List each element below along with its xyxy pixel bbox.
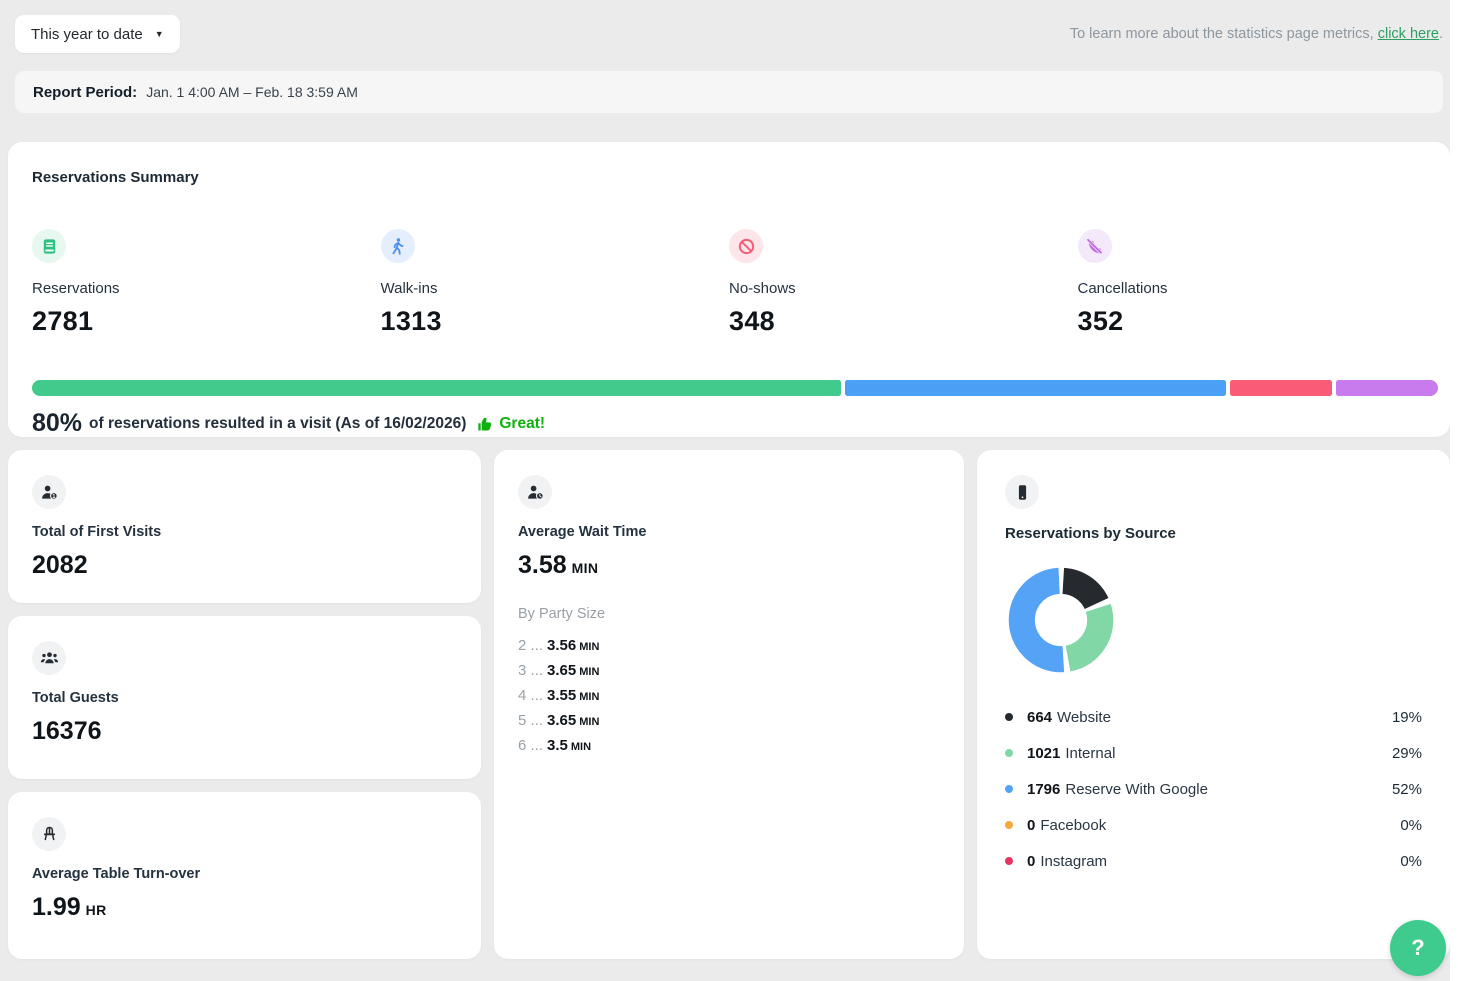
walking-person-icon: [380, 229, 415, 263]
left-cards-column: 1 Total of First Visits 2082 Total Guest…: [8, 450, 481, 959]
metric-label: Walk-ins: [380, 280, 438, 297]
legend-dot: [1005, 713, 1013, 721]
average-wait-time-card: Average Wait Time 3.58 MIN By Party Size …: [494, 450, 964, 959]
wait-time-unit: MIN: [571, 560, 599, 576]
period-selector-dropdown[interactable]: This year to date ▼: [15, 15, 180, 53]
card-label: Average Wait Time: [518, 524, 647, 540]
party-size-row: 3 ... 3.65 MIN: [518, 662, 600, 679]
metric-value: 1313: [380, 306, 442, 336]
metric-noshows: No-shows 348: [729, 229, 1078, 337]
person-wait-clock-icon: [518, 475, 552, 509]
legend-row-website: 664 Website 19%: [1005, 699, 1422, 735]
legend-dot: [1005, 821, 1013, 829]
party-size-list: 2 ... 3.56 MIN 3 ... 3.65 MIN 4 ... 3.55 MIN 5…: [518, 634, 940, 759]
donut-segment-internal: [1008, 567, 1114, 673]
card-value: 2082: [32, 551, 88, 579]
legend-dot: [1005, 749, 1013, 757]
bar-segment-cancellations: [1336, 380, 1438, 396]
party-size-row: 6 ... 3.5 MIN: [518, 737, 592, 754]
summary-metrics-row: Reservations 2781 Walk-ins 1313 No-shows…: [32, 229, 1426, 337]
legend-row-facebook: 0 Facebook 0%: [1005, 807, 1422, 843]
card-value: 16376: [32, 717, 102, 745]
reservation-distribution-bar: [32, 380, 1438, 396]
metric-reservations: Reservations 2781: [32, 229, 381, 337]
legend-row-reserve-with-google: 1796 Reserve With Google 52%: [1005, 771, 1422, 807]
phone-cancelled-icon: [1077, 229, 1112, 263]
card-value: 1.99 HR: [32, 893, 457, 922]
learn-more-link[interactable]: click here: [1377, 26, 1439, 42]
legend-dot: [1005, 785, 1013, 793]
first-visits-card: 1 Total of First Visits 2082: [8, 450, 481, 603]
chevron-down-icon: ▼: [154, 29, 164, 39]
bar-segment-no-shows: [1230, 380, 1333, 396]
learn-more-text: To learn more about the statistics page …: [1070, 26, 1443, 42]
reservations-summary-title: Reservations Summary: [32, 169, 199, 186]
party-size-row: 4 ... 3.55 MIN: [518, 687, 600, 704]
total-guests-card: Total Guests 16376: [8, 616, 481, 779]
reservations-by-source-card: Reservations by Source 664 Website 19% 102…: [977, 450, 1450, 959]
table-turnover-card: Average Table Turn-over 1.99 HR: [8, 792, 481, 959]
metric-value: 2781: [32, 306, 94, 336]
party-size-row: 5 ... 3.65 MIN: [518, 712, 600, 729]
chair-icon: [32, 817, 66, 851]
visit-rate-percent: 80%: [32, 409, 83, 437]
report-period-value: Jan. 1 4:00 AM – Feb. 18 3:59 AM: [146, 84, 358, 100]
question-mark-icon: ?: [1411, 935, 1425, 960]
period-selector-label: This year to date: [31, 25, 143, 43]
metric-label: Reservations: [32, 280, 120, 297]
report-period-label: Report Period:: [33, 83, 138, 101]
metric-label: Cancellations: [1077, 280, 1168, 297]
learn-more-prefix: To learn more about the statistics page …: [1069, 26, 1378, 42]
metric-value: 352: [1077, 306, 1124, 336]
sources-legend: 664 Website 19% 1021 Internal 29% 1796 Reserv…: [1005, 699, 1422, 879]
metric-walkins: Walk-ins 1313: [380, 229, 730, 337]
thumbs-up-icon: [476, 415, 494, 433]
top-bar: This year to date ▼ To learn more about …: [0, 0, 1458, 53]
bottom-cards-grid: 1 Total of First Visits 2082 Total Guest…: [8, 450, 1450, 959]
metric-label: No-shows: [729, 280, 796, 297]
wait-time-value: 3.58: [518, 551, 567, 579]
card-label: Total of First Visits: [32, 524, 162, 540]
metric-value: 348: [729, 306, 775, 336]
learn-more-suffix: .: [1438, 26, 1443, 42]
card-label: Total Guests: [32, 690, 119, 706]
svg-text:1: 1: [52, 493, 55, 499]
people-group-icon: [32, 641, 66, 675]
bar-segment-walk-ins: [844, 380, 1227, 396]
metric-cancellations: Cancellations 352: [1077, 229, 1427, 337]
report-period-bar: Report Period: Jan. 1 4:00 AM – Feb. 18 …: [15, 71, 1443, 113]
card-label: Average Table Turn-over: [32, 866, 201, 882]
card-value: 3.58 MIN: [518, 551, 940, 580]
visit-rate-line: 80% of reservations resulted in a visit …: [32, 409, 1426, 438]
help-button[interactable]: ?: [1390, 920, 1446, 976]
visit-rate-badge: Great!: [499, 414, 546, 432]
turnover-value: 1.99: [32, 893, 81, 921]
by-party-size-label: By Party Size: [518, 606, 606, 622]
person-first-visit-icon: 1: [32, 475, 66, 509]
party-size-row: 2 ... 3.56 MIN: [518, 637, 600, 654]
scrollbar-gutter[interactable]: [1450, 0, 1458, 981]
reservations-summary-card: Reservations Summary Reservations 2781 W…: [8, 142, 1450, 437]
donut-segment-reserve-with-google: [1008, 567, 1114, 673]
reservation-book-icon: [32, 229, 66, 263]
legend-row-internal: 1021 Internal 29%: [1005, 735, 1422, 771]
turnover-unit: HR: [85, 902, 107, 918]
visit-rate-text: of reservations resulted in a visit (As …: [89, 414, 467, 432]
bar-segment-reservations: [32, 380, 841, 396]
legend-dot: [1005, 857, 1013, 865]
sources-title: Reservations by Source: [1005, 525, 1176, 542]
legend-row-instagram: 0 Instagram 0%: [1005, 843, 1422, 879]
smartphone-icon: [1005, 475, 1039, 509]
no-entry-icon: [729, 229, 763, 263]
sources-donut-chart: [1005, 564, 1422, 681]
